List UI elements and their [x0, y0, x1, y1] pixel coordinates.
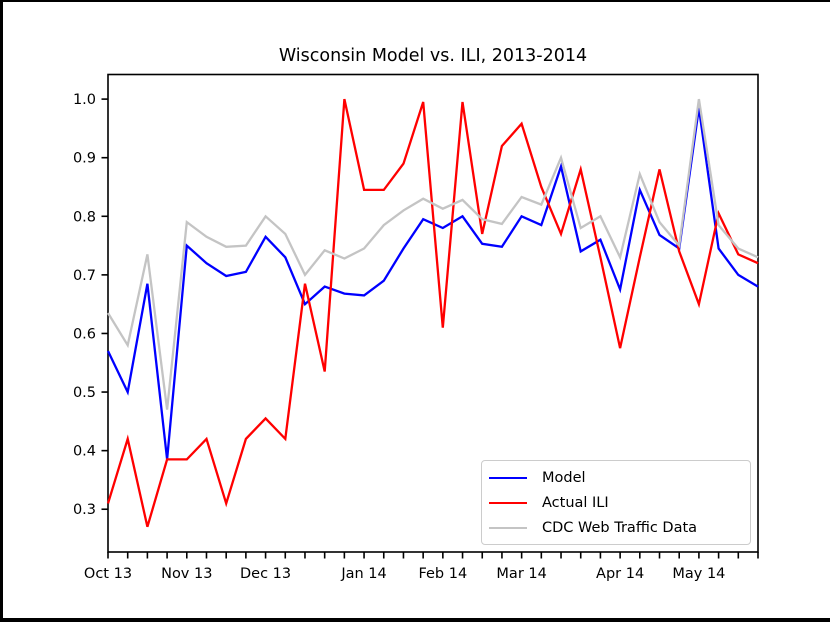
x-tick-label: Oct 13: [84, 566, 132, 582]
plot-area: Oct 13 Nov 13 Dec 13 Jan 14 Feb 14 Mar 14 Apr …: [73, 73, 759, 582]
x-tick-label: Feb 14: [418, 566, 467, 582]
y-tick-label: 0.4: [73, 444, 96, 460]
y-tick-label: 0.7: [73, 268, 96, 284]
legend-item-actual-ili: Actual ILI: [482, 491, 750, 515]
legend-line-icon: [489, 501, 527, 504]
legend-line-icon: [489, 526, 527, 529]
y-tick-label: 0.3: [73, 502, 96, 518]
legend-item-model: Model: [482, 466, 750, 490]
y-tick-label: 0.5: [73, 385, 96, 401]
y-tick-label: 0.8: [73, 209, 96, 225]
legend-line-icon: [489, 476, 527, 479]
x-tick-label: Apr 14: [596, 566, 644, 582]
x-tick-label: Mar 14: [496, 566, 546, 582]
x-tick-label: Dec 13: [240, 566, 291, 582]
y-tick-label: 1.0: [73, 92, 96, 108]
chart-title: Wisconsin Model vs. ILI, 2013-2014: [278, 46, 588, 66]
x-tick-label: May 14: [672, 566, 725, 582]
legend-label: Actual ILI: [542, 494, 609, 511]
x-tick-label: Jan 14: [340, 566, 386, 582]
x-tick-label: Nov 13: [161, 566, 212, 582]
legend-label: Model: [542, 469, 586, 486]
series-line-model: [106, 107, 759, 460]
legend-item-cdc-web-traffic-data: CDC Web Traffic Data: [482, 516, 750, 540]
y-tick-label: 0.9: [73, 151, 96, 167]
series-line-cdc-web-traffic-data: [107, 98, 759, 410]
legend-label: CDC Web Traffic Data: [542, 519, 698, 536]
legend: Model Actual ILI CDC Web Traffic Data: [481, 460, 751, 545]
series-line-actual-ili: [106, 98, 759, 528]
y-tick-label: 0.6: [73, 326, 96, 342]
